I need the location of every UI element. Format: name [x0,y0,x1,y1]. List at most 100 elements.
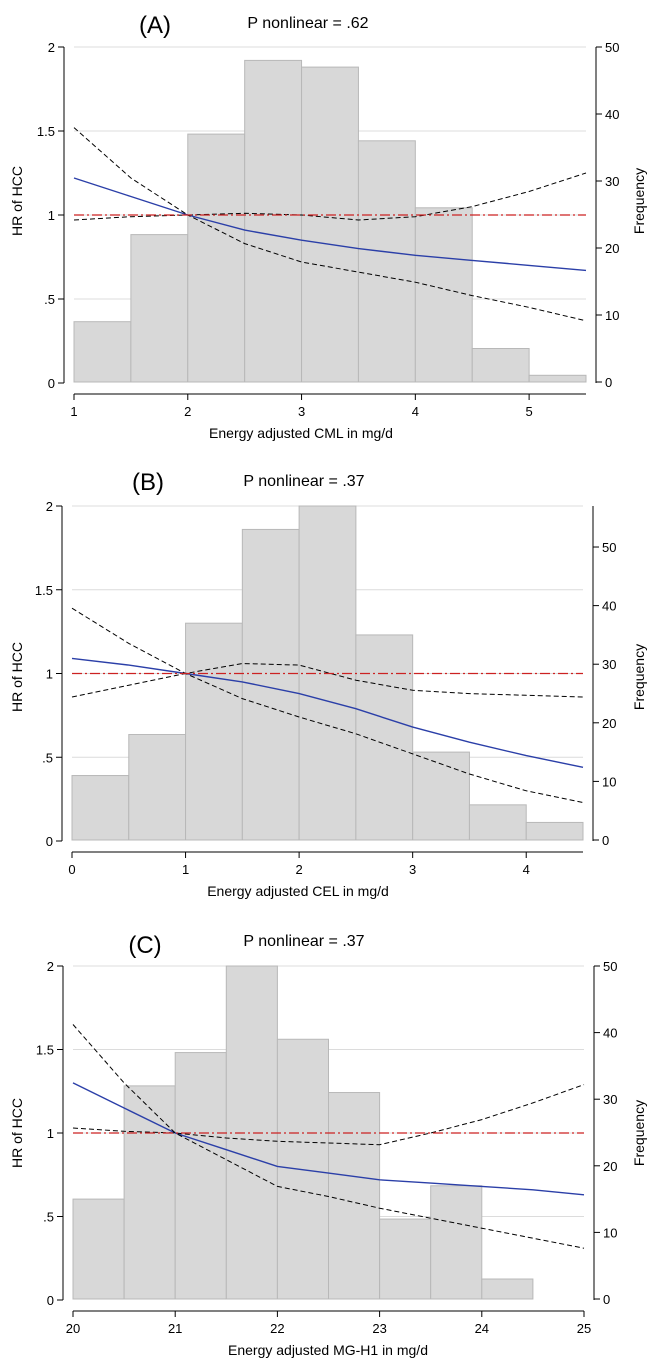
histogram-bar [528,374,587,383]
x-tick-label: 4 [523,862,530,877]
y-axis-label-left: HR of HCC [9,642,25,712]
y-right-tick-label: 30 [605,174,619,189]
hr-line [72,1082,585,1196]
x-tick-label: 0 [68,862,75,877]
histogram-bar [481,1278,534,1300]
chart-title: P nonlinear = .37 [243,933,364,950]
histogram-bar [225,965,278,1300]
y-left-tick-label: 0 [48,376,55,391]
y-right-tick-label: 10 [605,308,619,323]
histogram-bar [73,321,132,383]
x-tick-label: 5 [525,404,532,419]
y-right-tick-label: 40 [605,107,619,122]
y-axis-label-left: HR of HCC [9,166,25,236]
x-tick-label: 3 [298,404,305,419]
histogram-bar [357,140,416,383]
x-axis-label: Energy adjusted CML in mg/d [209,425,393,441]
y-left-tick-label: 1.5 [36,1043,54,1058]
x-tick-label: 21 [168,1321,182,1336]
y-right-tick-label: 50 [602,540,616,555]
x-tick-label: 2 [184,404,191,419]
y-right-tick-label: 30 [603,1092,617,1107]
histogram-bar [128,734,187,841]
y-axis-label-left: HR of HCC [9,1098,25,1168]
y-right-tick-label: 0 [602,833,609,848]
y-right-tick-label: 0 [603,1292,610,1307]
y-axis-label-right: Frequency [631,1100,647,1166]
histogram-bar [525,821,584,841]
x-tick-label: 1 [182,862,189,877]
histogram-bar [174,1052,227,1300]
y-left-tick-label: 1 [47,1126,54,1141]
y-left-tick-label: 1.5 [37,124,55,139]
ci-lower-line [71,662,584,698]
histogram-bar [71,775,130,841]
y-left-tick-label: 0 [47,1293,54,1308]
histogram-bar [241,528,300,841]
x-tick-label: 1 [70,404,77,419]
x-tick-label: 25 [577,1321,591,1336]
y-right-tick-label: 20 [603,1159,617,1174]
histogram-bar [430,1185,483,1300]
histogram-bar [301,66,359,383]
histogram-bar [72,1198,125,1300]
y-left-tick-label: 2 [46,499,53,514]
ci-lower-line [72,1084,585,1146]
ci-upper-line [73,127,587,221]
y-left-tick-label: 2 [48,40,55,55]
y-right-tick-label: 50 [603,959,617,974]
histogram-bar [130,234,189,383]
y-right-tick-label: 40 [603,1026,617,1041]
y-right-tick-label: 10 [603,1225,617,1240]
y-right-tick-label: 30 [602,657,616,672]
y-left-tick-label: .5 [43,1210,54,1225]
panel-label: (C) [128,932,161,959]
y-left-tick-label: 1 [46,667,53,682]
histogram-bar [123,1085,176,1300]
x-tick-label: 2 [295,862,302,877]
panel-label: (A) [139,12,171,39]
y-right-tick-label: 50 [605,40,619,55]
y-right-tick-label: 10 [602,774,616,789]
y-axis-label-right: Frequency [631,168,647,234]
y-left-tick-label: 2 [47,959,54,974]
y-axis-label-right: Frequency [631,644,647,710]
y-left-tick-label: .5 [42,750,53,765]
histogram-bar [244,59,303,383]
y-left-tick-label: 0 [46,834,53,849]
chart-title: P nonlinear = .62 [247,15,368,32]
x-axis-label: Energy adjusted CEL in mg/d [207,883,389,899]
histogram-bar [471,348,530,383]
y-right-tick-label: 20 [602,716,616,731]
panel-label: (B) [132,469,164,496]
x-tick-label: 24 [475,1321,489,1336]
x-tick-label: 20 [66,1321,80,1336]
x-tick-label: 22 [270,1321,284,1336]
hr-line [73,177,587,272]
histogram-bar [379,1218,432,1300]
histogram-bar [412,751,470,841]
hr-line [71,657,584,768]
chart-title: P nonlinear = .37 [243,473,364,490]
histogram-bar [414,207,473,383]
histogram-bar [328,1092,381,1300]
y-right-tick-label: 20 [605,241,619,256]
ci-upper-line [71,607,584,803]
x-tick-label: 3 [409,862,416,877]
histogram-bar [185,622,243,841]
y-left-tick-label: 1 [48,208,55,223]
x-axis-label: Energy adjusted MG-H1 in mg/d [228,1342,428,1358]
ci-lower-line [73,214,587,322]
x-tick-label: 23 [372,1321,386,1336]
y-right-tick-label: 0 [605,375,612,390]
y-left-tick-label: .5 [44,292,55,307]
y-left-tick-label: 1.5 [35,583,53,598]
histogram-bar [187,133,246,383]
